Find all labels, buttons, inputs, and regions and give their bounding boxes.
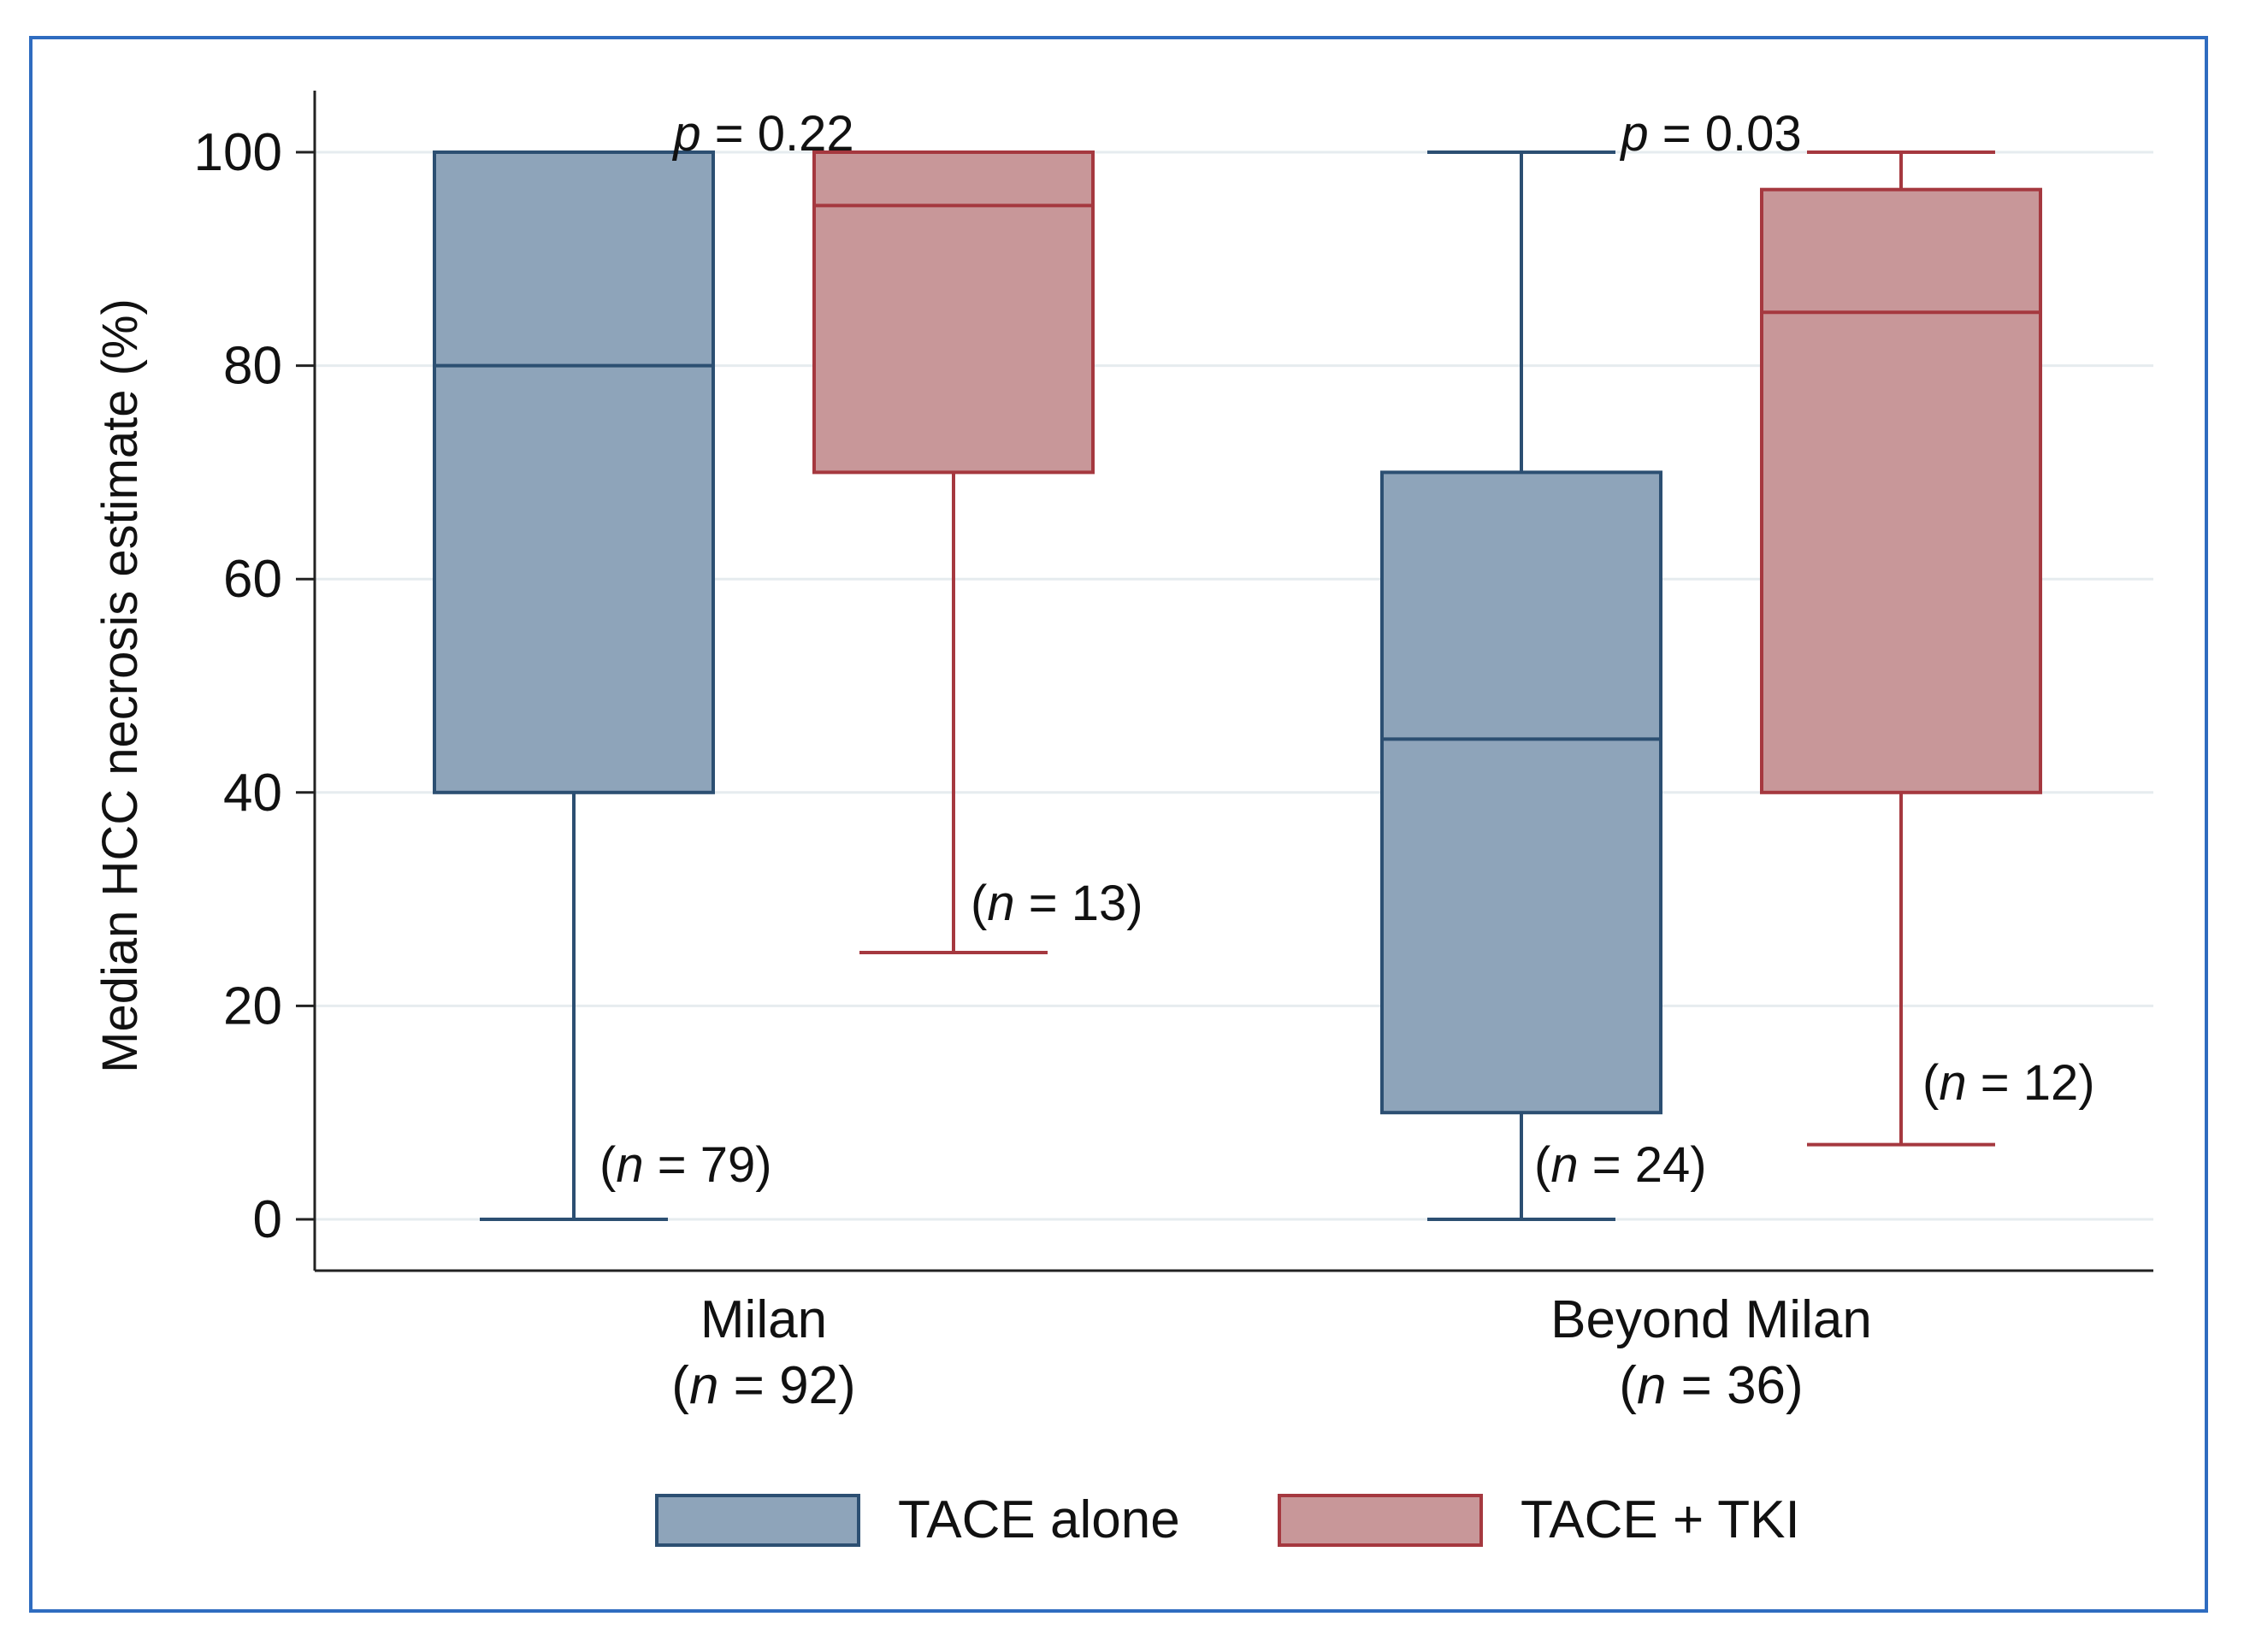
y-axis-title: Median HCC necrosis estimate (%) [92,298,148,1073]
iqr-box [1760,187,2042,794]
box-tace-alone-beyond-milan [1380,150,1662,1221]
iqr-box [1380,470,1662,1115]
box-n-label: (n = 79) [599,1137,772,1193]
iqr-box [812,150,1095,475]
legend-label-tace-tki: TACE + TKI [1521,1490,1800,1549]
figure-frame: 0 20 40 60 80 100 Median HCC necrosis estimate… [29,36,2208,1613]
legend-swatch-tace-tki [1278,1494,1483,1547]
box-n-label: (n = 24) [1534,1137,1707,1193]
legend-label-tace-alone: TACE alone [898,1490,1180,1549]
box-n-label: (n = 12) [1922,1055,2095,1111]
y-tick-label: 20 [223,976,282,1035]
y-tick-label: 100 [194,123,282,182]
y-tick-label: 0 [253,1190,282,1249]
p-value-label: p = 0.03 [1619,106,1801,162]
legend: TACE alone TACE + TKI [655,1490,1800,1549]
x-category-n-label: (n = 36) [1619,1356,1803,1415]
p-value-label: p = 0.22 [671,106,853,162]
iqr-box [433,150,715,794]
y-tick-label: 60 [223,550,282,609]
y-tick-label: 40 [223,764,282,823]
box-tace-alone-milan [433,150,715,1221]
x-category-n-label: (n = 92) [671,1356,855,1415]
boxplot-chart: 0 20 40 60 80 100 Median HCC necrosis estimate… [92,91,2153,1549]
labels: (n = 79) (n = 13) p = 0.22 Milan (n = 92) (n … [599,106,2095,1415]
y-tick-label: 80 [223,337,282,396]
x-category-label: Milan [700,1290,827,1349]
axes: 0 20 40 60 80 100 Median HCC necrosis estimate… [92,91,2153,1272]
legend-swatch-tace-alone [655,1494,860,1547]
boxes [433,150,2042,1221]
box-n-label: (n = 13) [971,876,1143,931]
box-tace-tki-beyond-milan [1760,150,2042,1147]
box-tace-tki-milan [812,150,1095,954]
x-category-label: Beyond Milan [1550,1290,1872,1349]
